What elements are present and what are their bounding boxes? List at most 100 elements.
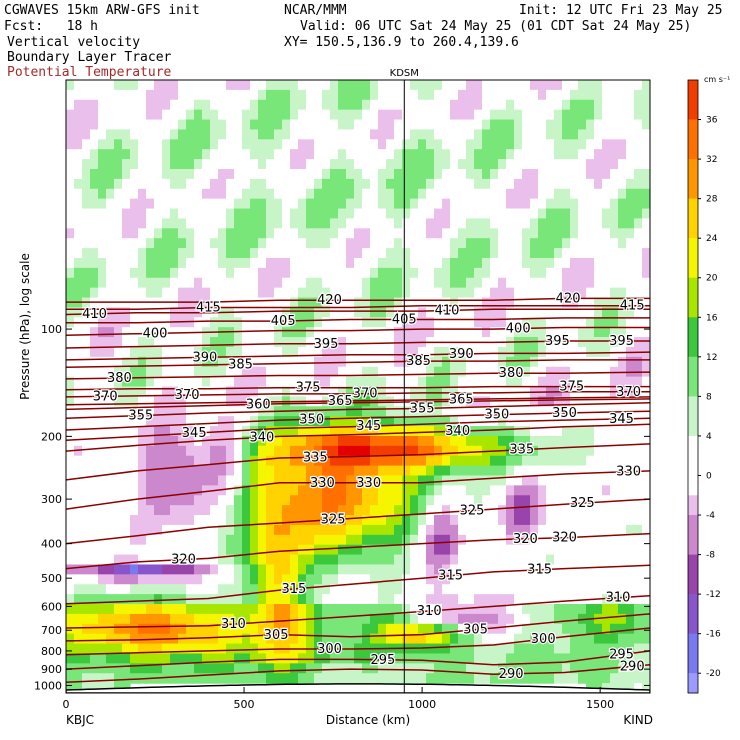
w-cell	[66, 178, 75, 190]
w-cell	[90, 406, 99, 417]
w-cell	[378, 426, 387, 437]
w-cell	[322, 327, 331, 338]
w-cell	[162, 248, 171, 259]
w-cell	[578, 248, 587, 259]
w-cell	[154, 475, 163, 486]
w-cell	[458, 356, 467, 368]
w-cell	[530, 109, 539, 121]
w-cell	[170, 663, 179, 674]
w-cell	[266, 653, 275, 664]
w-cell	[418, 673, 427, 684]
w-cell	[154, 435, 163, 447]
w-cell	[570, 267, 579, 279]
w-cell	[522, 287, 531, 299]
w-cell	[314, 416, 323, 427]
w-cell	[266, 99, 275, 111]
w-cell	[282, 524, 291, 536]
w-cell	[178, 673, 187, 684]
w-cell	[442, 485, 451, 496]
w-cell	[234, 475, 243, 486]
w-cell	[202, 613, 211, 625]
w-cell	[322, 426, 331, 437]
w-cell	[194, 89, 203, 101]
isentrope-label: 330	[310, 476, 335, 491]
w-cell	[586, 524, 595, 536]
w-cell	[282, 119, 291, 131]
w-cell	[306, 455, 315, 467]
w-cell	[330, 465, 339, 477]
w-cell	[290, 99, 299, 111]
w-cell	[450, 623, 459, 635]
w-cell	[562, 267, 571, 279]
w-cell	[586, 188, 595, 200]
w-cell	[514, 248, 523, 259]
w-cell	[410, 495, 419, 506]
w-cell	[450, 465, 459, 477]
w-cell	[450, 188, 459, 200]
w-cell	[146, 524, 155, 536]
w-cell	[298, 594, 307, 605]
w-cell	[210, 99, 219, 111]
w-cell	[322, 99, 331, 111]
w-cell	[146, 465, 155, 477]
w-cell	[370, 445, 379, 457]
w-cell	[338, 376, 347, 388]
w-cell	[242, 445, 251, 457]
w-cell	[122, 544, 131, 556]
w-cell	[394, 435, 403, 447]
w-cell	[626, 178, 635, 190]
w-cell	[394, 178, 403, 190]
w-cell	[90, 564, 99, 575]
w-cell	[242, 386, 251, 397]
w-cell	[98, 119, 107, 131]
w-cell	[514, 168, 523, 180]
w-cell	[122, 515, 131, 526]
w-cell	[442, 208, 451, 220]
w-cell	[442, 416, 451, 427]
w-cell	[370, 673, 379, 684]
w-cell	[258, 208, 267, 220]
w-cell	[642, 643, 650, 655]
w-cell	[138, 594, 147, 605]
w-cell	[626, 188, 635, 200]
w-cell	[138, 139, 147, 150]
w-cell	[394, 564, 403, 575]
w-cell	[538, 139, 547, 150]
w-cell	[402, 524, 411, 536]
w-cell	[386, 505, 395, 516]
w-cell	[346, 574, 355, 585]
w-cell	[586, 623, 595, 635]
w-cell	[362, 376, 371, 388]
w-cell	[82, 564, 91, 575]
w-cell	[122, 366, 131, 378]
w-cell	[594, 505, 603, 516]
w-cell	[266, 376, 275, 388]
w-cell	[370, 465, 379, 477]
w-cell	[314, 188, 323, 200]
w-cell	[378, 386, 387, 397]
w-cell	[386, 297, 395, 309]
w-cell	[258, 505, 267, 516]
w-cell	[498, 426, 507, 437]
w-cell	[90, 396, 99, 407]
w-cell	[634, 564, 643, 575]
w-cell	[386, 366, 395, 378]
w-cell	[250, 515, 259, 526]
w-cell	[514, 307, 523, 318]
w-cell	[466, 633, 475, 645]
w-cell	[338, 455, 347, 467]
w-cell	[226, 505, 235, 516]
isentrope-label: 380	[499, 366, 524, 381]
w-cell	[74, 495, 83, 506]
w-cell	[362, 613, 371, 625]
w-cell	[610, 89, 619, 101]
w-cell	[386, 485, 395, 496]
w-cell	[626, 574, 635, 585]
w-cell	[266, 317, 275, 328]
w-cell	[90, 574, 99, 585]
w-cell	[314, 297, 323, 309]
w-cell	[306, 228, 315, 239]
w-cell	[66, 544, 75, 556]
w-cell	[178, 218, 187, 229]
w-cell	[114, 218, 123, 229]
